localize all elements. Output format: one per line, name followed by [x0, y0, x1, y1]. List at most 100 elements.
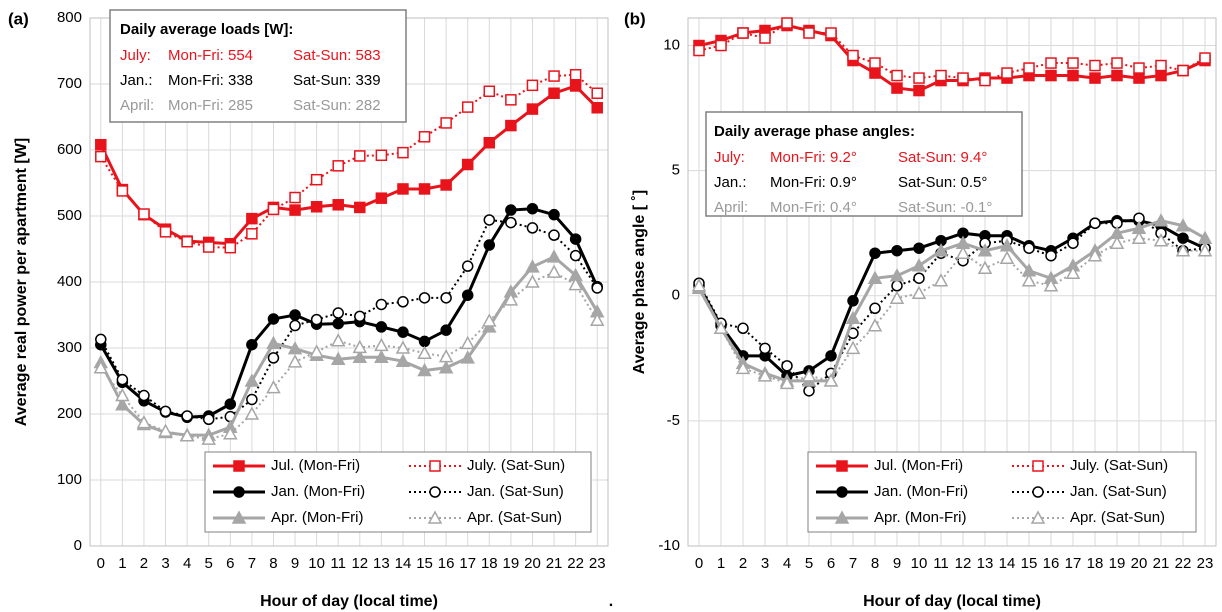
marker: [913, 84, 925, 97]
x-tick-label: 2: [140, 555, 148, 572]
marker: [1177, 232, 1189, 244]
marker: [375, 149, 388, 162]
marker: [1032, 486, 1044, 498]
marker: [224, 241, 237, 254]
marker: [977, 243, 993, 257]
marker: [759, 32, 771, 44]
x-tick-label: 15: [1021, 555, 1038, 572]
marker: [354, 150, 366, 162]
marker: [1023, 242, 1035, 254]
marker: [483, 214, 496, 226]
marker: [847, 49, 859, 62]
marker: [427, 510, 443, 524]
x-tick-label: 23: [589, 555, 606, 572]
x-tick-label: 6: [827, 555, 835, 572]
marker: [935, 69, 947, 82]
marker: [693, 44, 705, 57]
marker: [202, 413, 215, 426]
marker: [159, 226, 172, 238]
x-tick-label: 5: [805, 555, 813, 572]
marker: [482, 313, 497, 327]
marker: [1111, 57, 1123, 69]
legend-label: Apr. (Mon-Fri): [271, 509, 364, 526]
x-tick-label: 13: [373, 555, 390, 572]
marker: [803, 27, 815, 39]
marker: [867, 318, 883, 332]
marker: [1045, 249, 1057, 262]
x-tick-label: 12: [351, 555, 368, 572]
annotation-box: [109, 9, 407, 123]
annotation-label: Jan.:: [120, 72, 153, 89]
marker: [352, 339, 368, 354]
marker: [438, 360, 454, 374]
marker: [757, 368, 773, 382]
marker: [266, 335, 281, 350]
marker: [913, 72, 925, 84]
marker: [505, 204, 517, 216]
x-tick-label: 0: [695, 555, 703, 572]
marker: [310, 173, 323, 186]
x-tick-label: 13: [977, 555, 994, 572]
marker: [1197, 243, 1213, 257]
marker: [287, 354, 303, 368]
x-tick-label: 8: [269, 555, 277, 572]
marker: [825, 350, 837, 362]
marker: [911, 258, 927, 272]
annotation-label: April:: [714, 199, 748, 216]
y-tick-label: 5: [672, 162, 680, 179]
marker: [1109, 235, 1125, 249]
marker: [159, 405, 172, 418]
marker: [713, 320, 729, 335]
legend-label: Jan. (Sat-Sun): [467, 483, 564, 500]
marker: [891, 69, 903, 82]
annotation-weekday: Mon-Fri: 9.2°: [770, 149, 857, 166]
marker: [548, 229, 560, 241]
marker: [1177, 64, 1189, 77]
x-axis-title: Hour of day (local time): [260, 593, 438, 610]
marker: [1001, 67, 1013, 79]
marker: [1067, 237, 1079, 249]
annotation-label: July:: [714, 149, 745, 166]
x-tick-label: 19: [503, 555, 520, 572]
marker: [591, 102, 603, 114]
marker: [1065, 265, 1081, 279]
marker: [779, 375, 795, 390]
y-tick-label: 500: [57, 207, 82, 224]
annotation-box: [705, 111, 1023, 217]
marker: [867, 270, 883, 284]
marker: [505, 216, 517, 229]
y-tick-label: 600: [57, 141, 82, 158]
marker: [116, 373, 129, 386]
marker: [374, 349, 389, 363]
marker: [1133, 72, 1145, 84]
marker: [224, 398, 237, 410]
x-tick-label: 3: [761, 555, 769, 572]
marker: [548, 70, 560, 82]
marker: [440, 292, 452, 304]
marker: [115, 387, 130, 402]
marker: [309, 344, 324, 358]
marker: [1067, 57, 1079, 69]
marker: [354, 201, 366, 214]
marker: [569, 69, 582, 81]
x-tick-label: 18: [481, 555, 498, 572]
marker: [95, 138, 107, 151]
marker: [440, 324, 452, 336]
x-tick-label: 22: [567, 555, 584, 572]
marker: [440, 117, 452, 129]
marker: [246, 393, 258, 406]
marker: [266, 380, 281, 394]
marker: [138, 389, 150, 402]
marker: [429, 460, 441, 472]
marker: [526, 202, 539, 215]
x-tick-label: 21: [1153, 555, 1170, 572]
marker: [460, 335, 475, 350]
marker: [138, 208, 150, 220]
annotation-title: Daily average loads [W]:: [120, 21, 293, 38]
y-tick-label: 200: [57, 405, 82, 422]
marker: [845, 340, 861, 355]
marker: [911, 285, 927, 300]
x-tick-label: 14: [999, 555, 1016, 572]
marker: [823, 373, 839, 387]
